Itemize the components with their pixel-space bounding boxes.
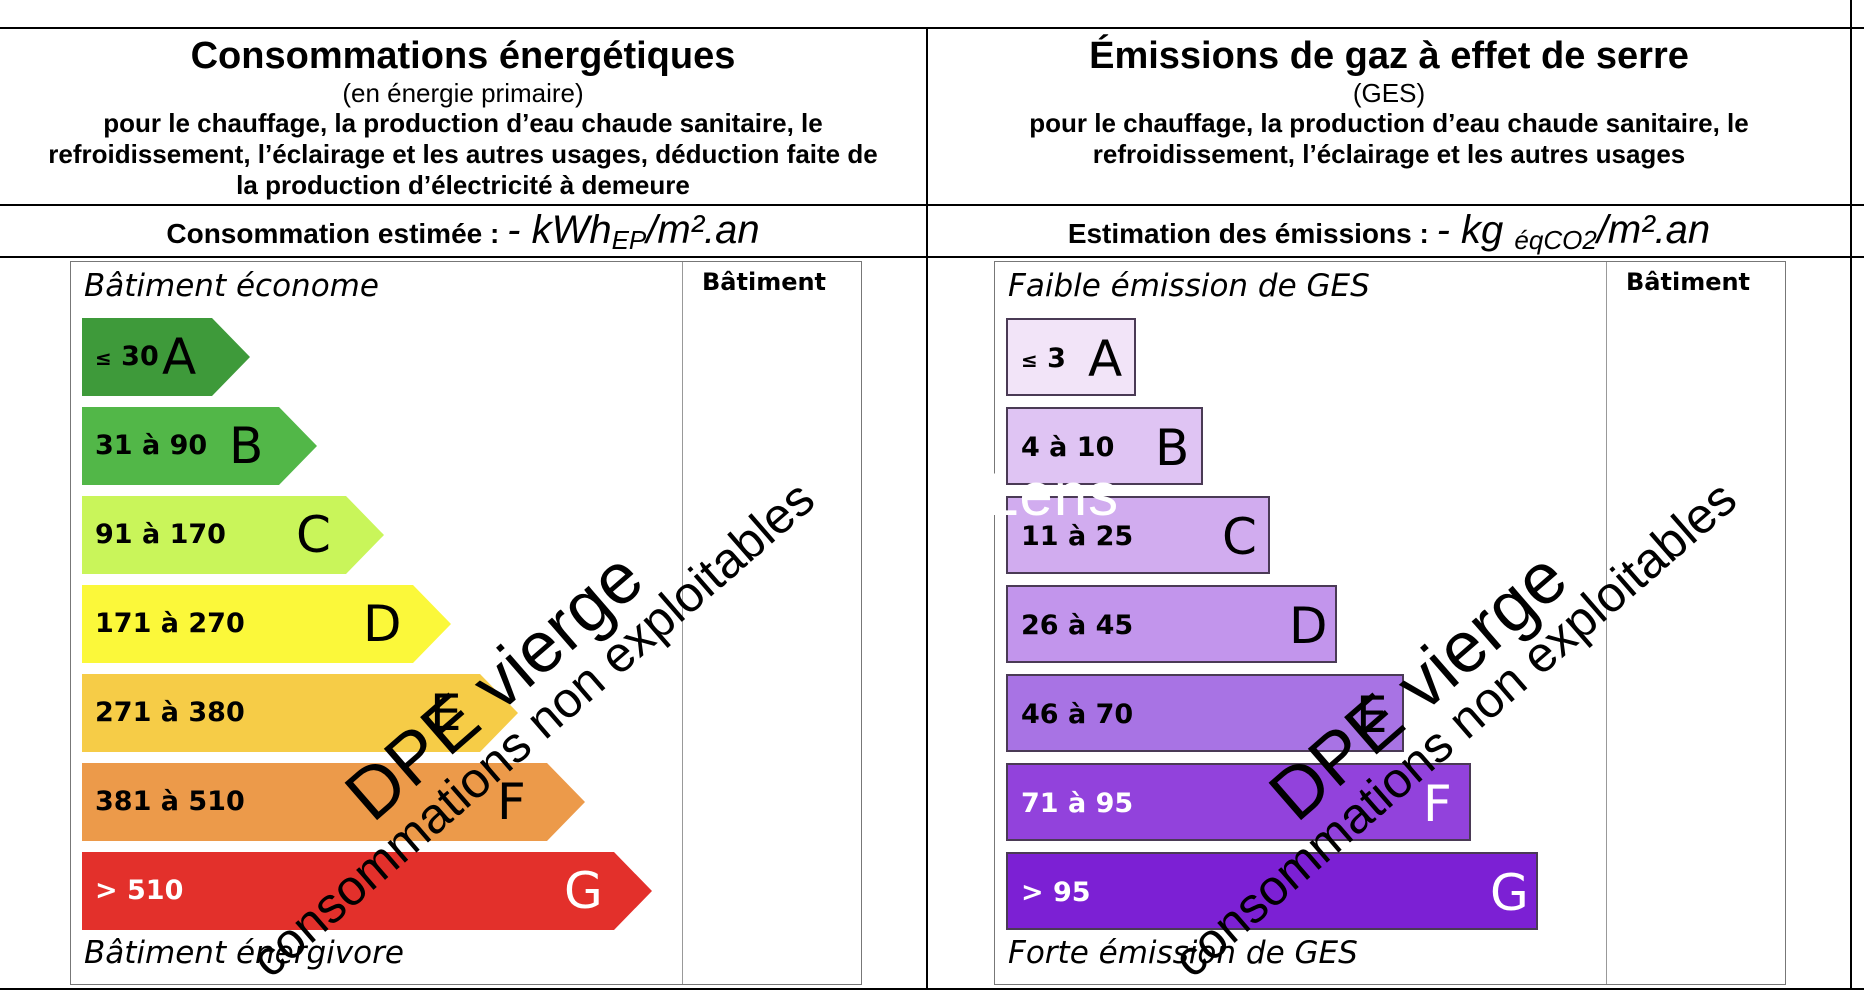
ges-class-bar-g: > 95 G bbox=[1006, 852, 1538, 930]
ges-desc-line-2: refroidissement, l’éclairage et les autr… bbox=[1092, 139, 1686, 169]
energy-column-header: Bâtiment bbox=[702, 268, 827, 296]
ges-class-range-value: 4 à 10 bbox=[1021, 432, 1115, 463]
energy-class-range-value: 91 à 170 bbox=[95, 519, 226, 550]
table-bottom-border bbox=[0, 988, 1864, 990]
ges-class-range-c: 11 à 25 bbox=[1021, 498, 1133, 576]
ges-class-letter-c: C bbox=[1222, 508, 1257, 566]
ges-class-letter-e: E bbox=[1356, 686, 1388, 744]
ges-title: Émissions de gaz à effet de serre bbox=[1089, 35, 1689, 77]
ges-class-bar-e: 46 à 70 E bbox=[1006, 674, 1404, 752]
ges-class-range-value: 46 à 70 bbox=[1021, 699, 1134, 730]
center-divider bbox=[926, 27, 928, 990]
ges-class-bar-d: 26 à 45 D bbox=[1006, 585, 1337, 663]
energy-unit-sub: EP bbox=[611, 225, 647, 255]
logo-watermark-text: Lens bbox=[985, 461, 1120, 528]
right-border bbox=[1850, 0, 1852, 990]
energy-unit-main: kWh bbox=[531, 208, 612, 252]
ges-top-label: Faible émission de GES bbox=[1008, 268, 1370, 304]
energy-class-range-a: ≤ 30 bbox=[95, 318, 159, 396]
energy-label-panel: Bâtiment économe Bâtiment Bâtiment énerg… bbox=[70, 261, 862, 985]
estimate-bottom-border bbox=[0, 256, 1864, 258]
energy-class-range-value: 171 à 270 bbox=[95, 608, 245, 639]
ges-class-range-g: > 95 bbox=[1021, 854, 1091, 932]
energy-class-letter-f: F bbox=[497, 773, 526, 831]
ges-estimate-value: - bbox=[1436, 208, 1450, 252]
ges-column-header: Bâtiment bbox=[1626, 268, 1751, 296]
ges-column-divider bbox=[1606, 262, 1607, 984]
header-bottom-border bbox=[0, 204, 1864, 206]
energy-estimate: Consommation estimée : - kWhEP/m².an bbox=[0, 210, 926, 260]
energy-class-range-e: 271 à 380 bbox=[95, 674, 245, 752]
energy-desc-line-2: refroidissement, l’éclairage et les autr… bbox=[48, 139, 878, 169]
energy-class-range-b: 31 à 90 bbox=[95, 407, 207, 485]
ges-class-range-d: 26 à 45 bbox=[1021, 587, 1133, 665]
energy-title: Consommations énergétiques bbox=[190, 35, 736, 77]
energy-class-range-value: > 510 bbox=[95, 875, 184, 906]
energy-class-bar-g: > 510 G bbox=[82, 852, 652, 930]
ges-class-range-value: 3 bbox=[1047, 343, 1066, 374]
ges-header: Émissions de gaz à effet de serre (GES) … bbox=[928, 34, 1850, 170]
energy-class-range-g: > 510 bbox=[95, 852, 183, 930]
ges-class-range-b: 4 à 10 bbox=[1021, 409, 1114, 487]
ges-class-range-f: 71 à 95 bbox=[1021, 765, 1133, 843]
energy-class-letter-e: E bbox=[430, 684, 462, 742]
energy-subtitle: (en énergie primaire) bbox=[342, 78, 584, 108]
energy-class-letter-b: B bbox=[229, 417, 264, 475]
ges-bottom-label: Forte émission de GES bbox=[1008, 935, 1358, 971]
ges-unit-main: kg bbox=[1461, 208, 1504, 252]
energy-class-bar-c: 91 à 170 C bbox=[82, 496, 384, 574]
energy-estimate-label: Consommation estimée : bbox=[166, 218, 500, 249]
energy-column-divider bbox=[682, 262, 683, 984]
ges-class-letter-a: A bbox=[1088, 330, 1123, 388]
energy-class-bar-d: 171 à 270 D bbox=[82, 585, 451, 663]
energy-estimate-value: - bbox=[507, 208, 521, 252]
energy-class-bar-a: ≤ 30 A bbox=[82, 318, 250, 396]
ges-class-bar-c: 11 à 25 C bbox=[1006, 496, 1270, 574]
table-top-border bbox=[0, 27, 1864, 29]
ges-class-letter-b: B bbox=[1155, 419, 1190, 477]
energy-top-label: Bâtiment économe bbox=[84, 268, 379, 304]
energy-class-letter-g: G bbox=[564, 862, 603, 920]
energy-class-bar-f: 381 à 510 F bbox=[82, 763, 585, 841]
ges-class-range-value: 71 à 95 bbox=[1021, 788, 1134, 819]
energy-class-bar-e: 271 à 380 E bbox=[82, 674, 518, 752]
energy-class-range-c: 91 à 170 bbox=[95, 496, 226, 574]
ges-class-range-a: ≤ 3 bbox=[1021, 320, 1066, 399]
energy-class-range-prefix: ≤ bbox=[95, 346, 112, 370]
energy-class-range-value: 31 à 90 bbox=[95, 430, 208, 461]
energy-class-range-f: 381 à 510 bbox=[95, 763, 245, 841]
ges-class-range-value: 26 à 45 bbox=[1021, 610, 1134, 641]
ges-unit-sub: éqCO2 bbox=[1514, 225, 1597, 255]
ges-class-bar-f: 71 à 95 F bbox=[1006, 763, 1471, 841]
ges-desc-line-1: pour le chauffage, la production d’eau c… bbox=[1029, 108, 1749, 138]
energy-class-range-value: 381 à 510 bbox=[95, 786, 245, 817]
energy-class-bar-b: 31 à 90 B bbox=[82, 407, 317, 485]
ges-class-range-e: 46 à 70 bbox=[1021, 676, 1133, 754]
energy-class-letter-d: D bbox=[363, 595, 402, 653]
energy-class-range-value: 271 à 380 bbox=[95, 697, 245, 728]
ges-class-range-prefix: ≤ bbox=[1021, 348, 1038, 372]
ges-class-letter-g: G bbox=[1490, 864, 1529, 922]
ges-estimate: Estimation des émissions : - kg éqCO2/m²… bbox=[928, 210, 1850, 260]
ges-estimate-label: Estimation des émissions : bbox=[1067, 218, 1429, 249]
energy-class-range-value: 30 bbox=[121, 341, 159, 372]
ges-class-bar-b: 4 à 10 B bbox=[1006, 407, 1203, 485]
energy-header: Consommations énergétiques (en énergie p… bbox=[0, 34, 926, 201]
energy-unit-tail: /m².an bbox=[646, 208, 760, 252]
ges-class-range-value: > 95 bbox=[1021, 877, 1091, 908]
energy-class-range-d: 171 à 270 bbox=[95, 585, 245, 663]
ges-class-letter-f: F bbox=[1423, 775, 1452, 833]
energy-bottom-label: Bâtiment énergivore bbox=[84, 935, 404, 971]
ges-unit-tail: /m².an bbox=[1596, 208, 1711, 252]
ges-class-letter-d: D bbox=[1289, 597, 1328, 655]
energy-desc-line-3: la production d’électricité à demeure bbox=[236, 170, 690, 200]
ges-label-panel: Faible émission de GES Bâtiment Forte ém… bbox=[994, 261, 1786, 985]
energy-class-letter-c: C bbox=[296, 506, 331, 564]
energy-desc-line-1: pour le chauffage, la production d’eau c… bbox=[103, 108, 823, 138]
ges-class-range-value: 11 à 25 bbox=[1021, 521, 1134, 552]
energy-class-letter-a: A bbox=[162, 328, 197, 386]
ges-subtitle: (GES) bbox=[1352, 78, 1426, 108]
